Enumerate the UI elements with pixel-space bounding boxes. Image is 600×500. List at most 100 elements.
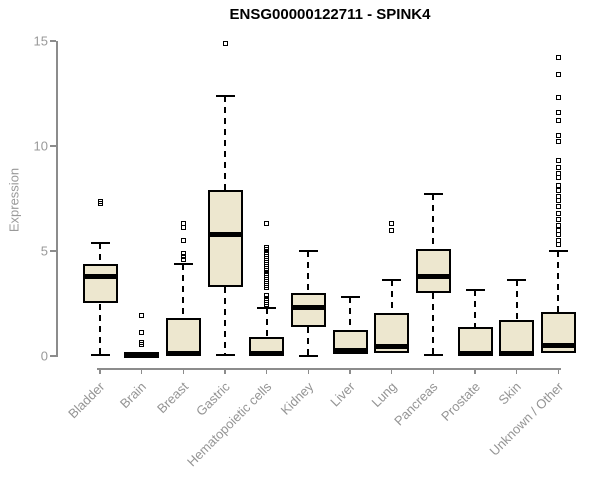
x-tick-mark xyxy=(474,368,476,374)
x-tick-label: Bladder xyxy=(65,379,108,422)
x-tick-mark xyxy=(99,368,101,374)
outlier-point xyxy=(555,204,561,210)
x-tick-mark xyxy=(515,368,518,374)
x-tick-label: Pancreas xyxy=(391,379,441,429)
box-breast xyxy=(165,318,201,355)
outlier-point xyxy=(264,245,270,251)
upper-whisker-cap xyxy=(548,250,568,252)
median-line xyxy=(124,352,160,358)
outlier-point xyxy=(555,118,561,124)
upper-whisker-cap xyxy=(340,296,360,299)
upper-whisker-cap xyxy=(173,262,193,265)
y-axis-label: Expression xyxy=(6,167,22,233)
median-line xyxy=(540,343,576,348)
median-line xyxy=(374,344,410,350)
x-tick-mark xyxy=(349,368,351,374)
y-tick-label: 10 xyxy=(33,138,48,154)
upper-whisker xyxy=(224,95,226,191)
upper-whisker xyxy=(557,251,560,312)
median-line xyxy=(415,273,451,279)
box-skin xyxy=(499,320,535,356)
lower-whisker-cap xyxy=(215,353,235,356)
median-line xyxy=(332,347,368,353)
x-tick-label: Prostate xyxy=(437,379,483,424)
x-tick-mark xyxy=(224,368,226,374)
x-axis-line xyxy=(97,368,561,370)
x-tick-label: Kidney xyxy=(277,379,316,418)
box-bladder xyxy=(82,263,118,304)
outlier-point xyxy=(389,221,395,227)
outlier-point xyxy=(222,40,228,46)
x-tick-label: Liver xyxy=(327,379,358,410)
median-line xyxy=(207,231,243,237)
upper-whisker xyxy=(432,194,435,249)
chart-title: ENSG00000122711 - SPINK4 xyxy=(229,6,431,23)
outlier-point xyxy=(264,221,270,227)
x-tick-label: Brain xyxy=(117,379,150,412)
outlier-point xyxy=(555,158,561,164)
median-line xyxy=(499,351,535,357)
upper-whisker-cap xyxy=(257,306,277,309)
lower-whisker-cap xyxy=(298,355,318,357)
outlier-point xyxy=(555,55,561,61)
outlier-point xyxy=(555,133,561,138)
upper-whisker xyxy=(265,307,268,338)
outlier-point xyxy=(264,295,270,301)
y-tick-mark xyxy=(50,145,56,147)
outlier-point xyxy=(555,223,561,229)
outlier-point xyxy=(555,210,561,216)
outlier-point xyxy=(264,292,270,298)
x-tick-mark xyxy=(557,368,560,374)
y-tick-label: 15 xyxy=(33,33,48,49)
upper-whisker xyxy=(182,263,185,319)
outlier-point xyxy=(180,221,186,227)
box-pancreas xyxy=(415,248,451,293)
median-line xyxy=(165,350,201,356)
y-tick-mark xyxy=(50,355,56,357)
lower-whisker-cap xyxy=(423,353,443,356)
x-tick-label: Gastric xyxy=(192,379,233,419)
outlier-point xyxy=(139,339,145,345)
y-tick-label: 0 xyxy=(40,348,48,364)
box-gastric xyxy=(207,190,243,287)
x-tick-label: Breast xyxy=(153,379,191,417)
x-tick-mark xyxy=(390,368,393,374)
outlier-point xyxy=(555,238,561,243)
upper-whisker-cap xyxy=(382,279,402,282)
outlier-point xyxy=(139,312,145,318)
outlier-point xyxy=(139,330,145,336)
outlier-point xyxy=(389,227,395,233)
upper-whisker-cap xyxy=(423,193,443,196)
lower-whisker xyxy=(224,286,226,355)
x-tick-mark xyxy=(307,368,310,374)
lower-whisker-cap xyxy=(90,353,110,356)
median-line xyxy=(457,351,493,357)
outlier-point xyxy=(97,199,103,205)
x-tick-mark xyxy=(265,368,268,374)
outlier-point xyxy=(180,250,186,256)
median-line xyxy=(82,273,118,279)
upper-whisker-cap xyxy=(90,241,110,244)
upper-whisker-cap xyxy=(465,288,485,291)
upper-whisker xyxy=(307,251,310,293)
median-line xyxy=(249,351,285,357)
outlier-point xyxy=(555,183,561,189)
outlier-point xyxy=(555,95,561,101)
outlier-point xyxy=(555,139,561,145)
upper-whisker-cap xyxy=(215,94,235,97)
outlier-point xyxy=(555,109,561,115)
x-tick-mark xyxy=(140,368,143,374)
x-tick-label: Lung xyxy=(368,379,400,411)
x-tick-label: Unknown / Other xyxy=(486,379,566,459)
x-tick-mark xyxy=(432,368,435,374)
outlier-point xyxy=(180,253,186,259)
lower-whisker xyxy=(432,293,435,355)
upper-whisker xyxy=(515,280,518,321)
outlier-point xyxy=(555,217,561,222)
outlier-point xyxy=(555,170,561,176)
upper-whisker xyxy=(349,297,352,330)
y-tick-mark xyxy=(50,250,56,252)
upper-whisker-cap xyxy=(298,250,318,252)
outlier-point xyxy=(180,238,186,243)
